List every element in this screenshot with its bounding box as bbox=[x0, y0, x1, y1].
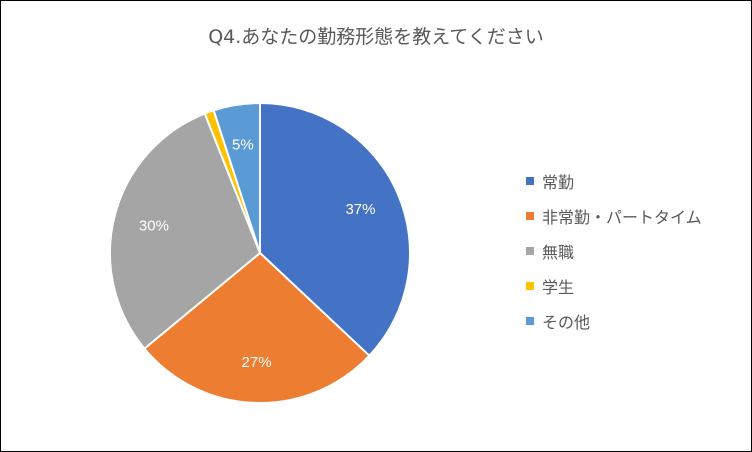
legend-swatch bbox=[526, 177, 534, 185]
legend-item: 非常勤・パートタイム bbox=[526, 203, 702, 229]
pie-slice bbox=[259, 102, 411, 357]
legend-label: 非常勤・パートタイム bbox=[542, 208, 702, 227]
legend-item: 常勤 bbox=[526, 168, 702, 194]
legend-item: その他 bbox=[526, 308, 702, 334]
data-label: 30% bbox=[139, 217, 169, 234]
legend-item: 学生 bbox=[526, 273, 702, 299]
legend-swatch bbox=[526, 282, 534, 290]
legend-label: その他 bbox=[542, 313, 591, 332]
legend-label: 学生 bbox=[542, 278, 575, 297]
legend-swatch bbox=[526, 247, 534, 255]
legend-swatch bbox=[526, 317, 534, 325]
legend-label: 常勤 bbox=[542, 173, 575, 192]
data-label: 37% bbox=[345, 201, 375, 218]
pie-slice bbox=[109, 112, 261, 350]
data-label: 27% bbox=[242, 354, 272, 371]
pie-slice bbox=[212, 102, 261, 254]
pie-slice bbox=[143, 252, 371, 405]
legend-label: 無職 bbox=[542, 243, 575, 262]
data-label: 5% bbox=[232, 136, 254, 153]
legend-swatch bbox=[526, 212, 534, 220]
legend-item: 無職 bbox=[526, 238, 702, 264]
chart-title: Q4.あなたの勤務形態を教えてください bbox=[208, 26, 544, 48]
legend: 常勤非常勤・パートタイム 無職学生その他 bbox=[526, 168, 702, 343]
